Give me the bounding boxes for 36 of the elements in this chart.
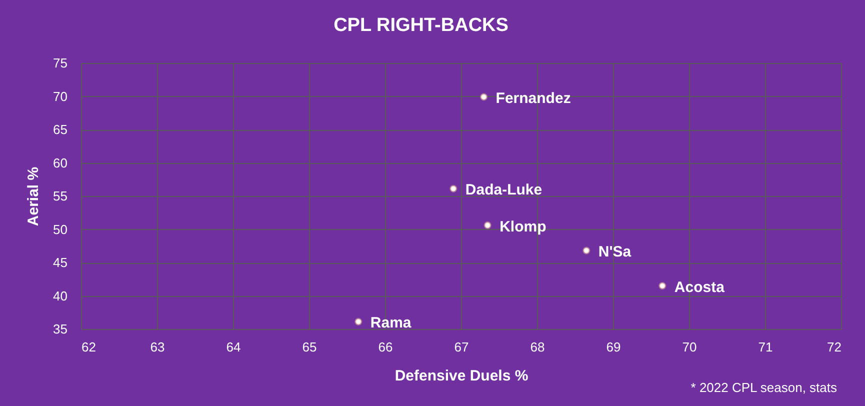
y-axis-title: Aerial % [25,166,42,226]
series-label: Acosta [674,278,726,296]
y-tick-label: 50 [53,222,68,237]
y-tick-label: 40 [53,288,68,304]
y-tick-label: 75 [53,56,68,70]
x-axis-title: Defensive Duels % [394,368,528,384]
x-tick-label: 67 [454,340,469,354]
series-label: N'Sa [598,244,632,261]
x-tick-label: 66 [378,340,393,354]
series-label: Fernandez [496,90,571,107]
y-tick-label: 70 [53,88,68,104]
point [354,318,362,326]
y-tick-label: 35 [53,322,68,336]
y-tick-label: 60 [53,155,68,170]
chart-title: CPL RIGHT-BACKS [334,15,508,36]
point [450,184,458,193]
x-tick-label: 70 [682,340,697,354]
series-label: Dada-Luke [465,182,542,199]
x-tick-label: 64 [226,340,241,354]
x-tick-label: 65 [302,340,317,354]
y-tick-label: 65 [53,122,68,137]
y-tick-label: 55 [53,188,68,204]
point [480,93,488,101]
x-tick-label: 63 [150,340,165,354]
y-tick-label: 45 [53,255,68,270]
point [582,246,590,254]
x-tick-label: 68 [530,340,545,354]
point [484,221,492,230]
x-tick-label: 62 [82,340,96,354]
x-tick-label: 71 [758,340,773,354]
point [658,282,666,290]
series-label: Klomp [500,218,546,236]
x-tick-label: 69 [606,340,621,354]
x-tick-label: 72 [827,340,842,354]
series-label: Rama [370,314,412,332]
text: * 2022 CPL season, stats [690,380,838,395]
